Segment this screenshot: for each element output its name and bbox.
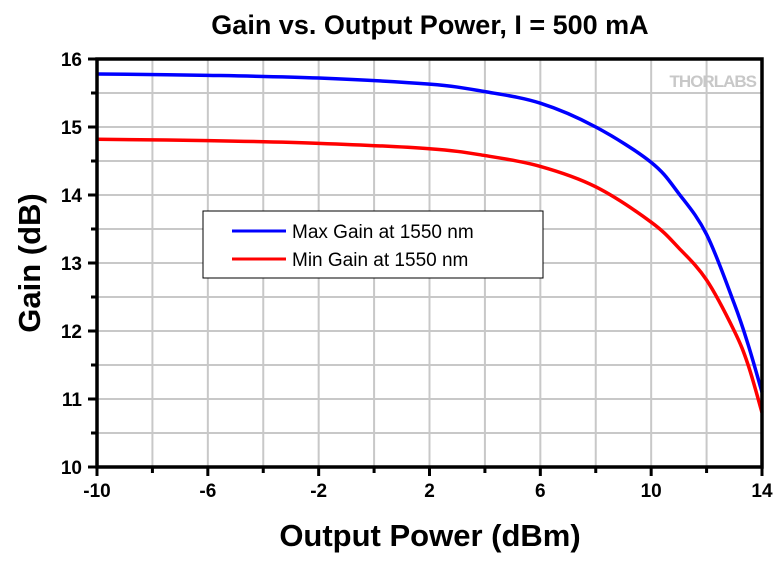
y-tick-label: 15 bbox=[61, 118, 83, 139]
x-tick-label: -2 bbox=[310, 481, 327, 502]
x-tick-label: 6 bbox=[535, 481, 546, 502]
watermark-logo: THORLABS bbox=[670, 72, 757, 91]
x-tick-label: -10 bbox=[83, 481, 110, 502]
y-tick-label: 10 bbox=[61, 458, 82, 479]
y-tick-label: 16 bbox=[61, 50, 82, 71]
chart-title: Gain vs. Output Power, I = 500 mA bbox=[211, 10, 648, 40]
legend-box bbox=[202, 210, 544, 279]
legend-label-min: Min Gain at 1550 nm bbox=[292, 250, 468, 271]
series-line-min-gain bbox=[96, 137, 764, 414]
y-tick-label: 14 bbox=[61, 186, 83, 207]
legend-label-max: Max Gain at 1550 nm bbox=[292, 222, 474, 243]
y-tick-label: 12 bbox=[61, 322, 82, 343]
y-axis-label: Gain (dB) bbox=[12, 193, 47, 333]
series-line-max-gain bbox=[96, 72, 764, 393]
x-axis-label: Output Power (dBm) bbox=[279, 518, 580, 553]
y-tick-label: 13 bbox=[61, 254, 82, 275]
x-tick-label: -6 bbox=[199, 481, 216, 502]
curves bbox=[96, 72, 764, 414]
x-tick-label: 10 bbox=[641, 481, 662, 502]
y-tick-label: 11 bbox=[62, 390, 83, 411]
ticks: -10 -6 -2 2 6 10 14 10 11 12 13 14 15 16 bbox=[61, 50, 773, 502]
legend: Max Gain at 1550 nm Min Gain at 1550 nm bbox=[202, 210, 544, 279]
x-tick-label: 14 bbox=[751, 481, 773, 502]
x-tick-label: 2 bbox=[424, 481, 435, 502]
